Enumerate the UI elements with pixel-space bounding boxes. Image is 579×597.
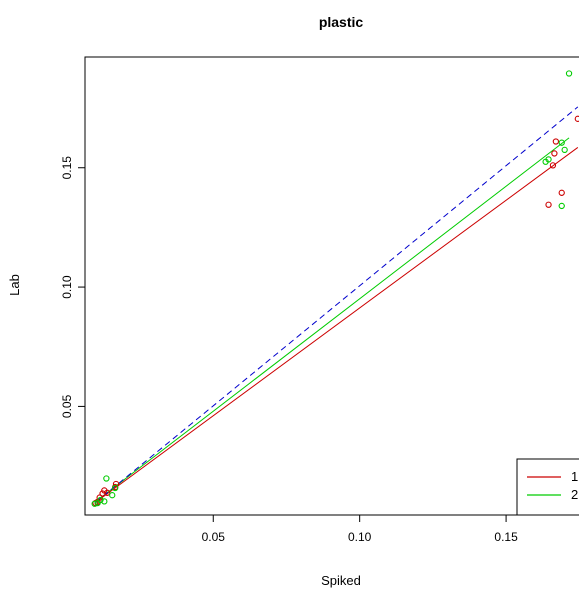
point-series-1 [551, 150, 558, 157]
fit-line-reference [95, 106, 579, 503]
legend: 12 [516, 458, 579, 516]
point-series-2 [561, 146, 568, 153]
x-axis: 0.05 0.10 0.15 [202, 515, 518, 544]
point-series-1 [112, 480, 120, 488]
legend-label-1: 1 [571, 469, 578, 484]
point-series-2 [103, 475, 110, 482]
point-series-2 [109, 492, 116, 499]
plot-area [84, 56, 579, 516]
point-series-1 [545, 201, 552, 208]
y-axis: 0.05 0.10 0.15 [60, 156, 85, 418]
point-series-1 [549, 162, 557, 169]
point-series-1 [104, 489, 111, 496]
point-series-2 [97, 496, 104, 504]
x-tick-label: 0.10 [348, 530, 372, 544]
point-series-2 [101, 498, 108, 505]
x-tick-label: 0.05 [202, 530, 226, 544]
point-series-2 [558, 139, 565, 146]
y-tick-label: 0.15 [60, 156, 74, 180]
point-series-2 [112, 484, 119, 492]
y-tick-label: 0.10 [60, 275, 74, 299]
x-tick-label: 0.15 [494, 530, 518, 544]
chart-title: plastic [319, 14, 364, 30]
point-series-2 [565, 70, 573, 77]
point-series-1 [574, 115, 579, 122]
plot-frame [84, 56, 579, 516]
legend-label-2: 2 [571, 487, 578, 502]
y-axis-label: Lab [7, 274, 22, 296]
fit-line-1 [95, 147, 579, 503]
legend-box [516, 458, 579, 516]
x-axis-label: Spiked [321, 573, 361, 588]
y-tick-label: 0.05 [60, 394, 74, 418]
point-series-2 [91, 500, 98, 507]
point-series-1 [552, 138, 560, 145]
fit-line-2 [94, 137, 570, 503]
point-series-2 [558, 202, 565, 210]
point-series-2 [545, 156, 552, 163]
point-series-1 [558, 189, 565, 196]
